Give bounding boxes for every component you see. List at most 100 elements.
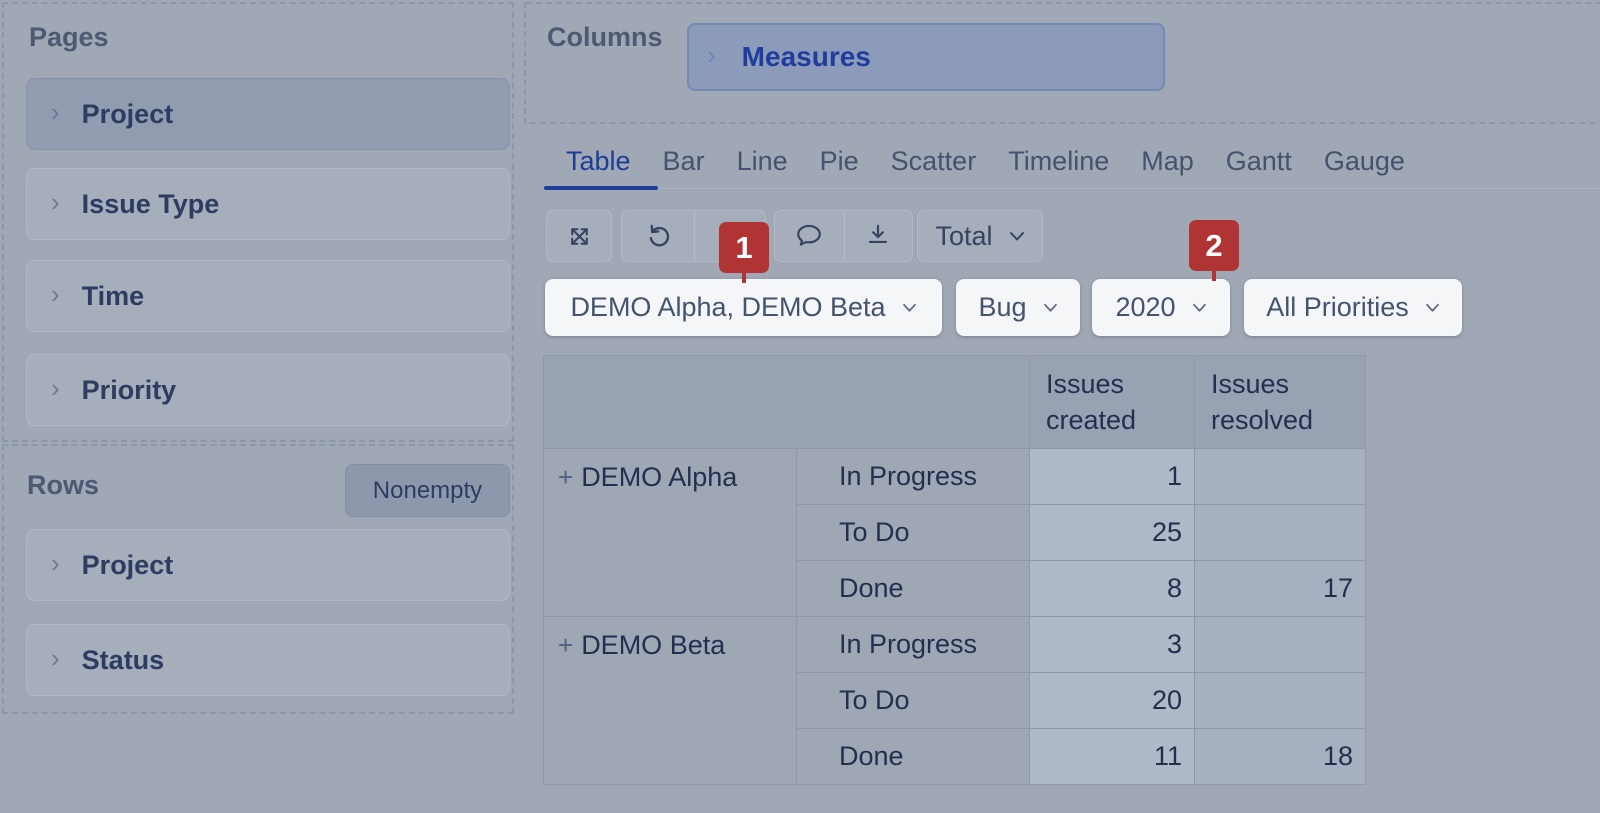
columns-dropzone: Columns (524, 2, 1600, 124)
pages-item-priority[interactable]: › Priority (26, 354, 510, 426)
table-cell-status[interactable]: Done (797, 729, 1030, 785)
expand-plus-icon[interactable]: + (558, 630, 574, 660)
rows-dropzone: Rows Nonempty › Project › Status (2, 444, 514, 714)
table-cell-resolved[interactable] (1195, 673, 1366, 729)
annotation-badge-1: 1 (719, 222, 769, 273)
columns-title: Columns (547, 22, 663, 52)
table-header-empty (544, 356, 1030, 449)
tab-line[interactable]: Line (736, 146, 788, 176)
chevron-right-icon: › (51, 643, 60, 673)
undo-icon (649, 224, 669, 247)
pivot-table: Issues created Issues resolved + DEMO Alp… (543, 355, 1366, 785)
nonempty-toggle[interactable]: Nonempty (345, 464, 510, 517)
table-cell-created[interactable]: 20 (1030, 673, 1195, 729)
annotation-number: 1 (735, 229, 753, 265)
table-cell-created[interactable]: 1 (1030, 449, 1195, 505)
chevron-right-icon: › (707, 40, 716, 70)
table-cell-created[interactable]: 11 (1030, 729, 1195, 785)
total-dropdown[interactable]: Total (917, 210, 1043, 262)
comment-button[interactable] (775, 211, 844, 261)
dimension-label: Time (81, 280, 145, 311)
project-name: DEMO Alpha (581, 462, 738, 492)
tab-scatter[interactable]: Scatter (890, 146, 977, 176)
undo-button[interactable] (622, 211, 694, 261)
chevron-down-icon (1043, 303, 1057, 312)
export-button[interactable] (843, 211, 913, 261)
rows-item-project[interactable]: › Project (26, 529, 510, 601)
rows-title: Rows (27, 470, 100, 500)
measures-label: Measures (741, 41, 871, 72)
table-cell-project[interactable]: + DEMO Alpha (544, 449, 797, 617)
issue-type-filter-value: Bug (978, 292, 1027, 322)
issue-type-filter-dropdown[interactable]: Bug (956, 279, 1080, 336)
table-cell-resolved[interactable] (1195, 449, 1366, 505)
pages-item-time[interactable]: › Time (26, 260, 510, 332)
table-header-issues-created[interactable]: Issues created (1030, 356, 1195, 449)
chevron-right-icon: › (51, 373, 60, 403)
chevron-right-icon: › (51, 97, 60, 127)
comment-export-group (774, 210, 913, 262)
chart-type-tabbar: Table Bar Line Pie Scatter Timeline Map … (566, 146, 1405, 177)
table-header-issues-resolved[interactable]: Issues resolved (1195, 356, 1366, 449)
dimension-label: Project (81, 549, 174, 580)
table-cell-created[interactable]: 25 (1030, 505, 1195, 561)
annotation-pointer (1212, 270, 1216, 281)
pages-dropzone: Pages › Project › Issue Type › Time › Pr… (2, 2, 514, 442)
dimension-label: Project (81, 98, 174, 129)
rows-item-status[interactable]: › Status (26, 624, 510, 696)
tab-gauge[interactable]: Gauge (1323, 146, 1405, 176)
total-label: Total (935, 220, 993, 251)
time-filter-dropdown[interactable]: 2020 (1092, 279, 1230, 336)
pages-item-issue-type[interactable]: › Issue Type (26, 168, 510, 240)
chevron-down-icon (1009, 231, 1024, 240)
expand-plus-icon[interactable]: + (558, 462, 574, 492)
table-cell-status[interactable]: In Progress (797, 449, 1030, 505)
chevron-right-icon: › (51, 187, 60, 217)
tab-map[interactable]: Map (1141, 146, 1194, 176)
measures-chip[interactable]: › Measures (687, 23, 1165, 91)
dimension-label: Issue Type (81, 188, 220, 219)
tab-table[interactable]: Table (566, 146, 631, 176)
table-cell-status[interactable]: In Progress (797, 617, 1030, 673)
table-cell-resolved[interactable] (1195, 505, 1366, 561)
table-cell-resolved[interactable] (1195, 617, 1366, 673)
table-cell-resolved[interactable]: 18 (1195, 729, 1366, 785)
chevron-right-icon: › (51, 279, 60, 309)
expand-fullscreen-button[interactable] (546, 210, 612, 262)
tab-bar[interactable]: Bar (662, 146, 705, 176)
speech-bubble-icon (797, 224, 822, 246)
table-cell-status[interactable]: To Do (797, 673, 1030, 729)
dimension-label: Priority (81, 374, 177, 405)
time-filter-value: 2020 (1115, 292, 1176, 322)
pages-item-project[interactable]: › Project (26, 78, 510, 150)
project-name: DEMO Beta (581, 630, 726, 660)
tab-pie[interactable]: Pie (819, 146, 859, 176)
chevron-right-icon: › (51, 548, 60, 578)
priority-filter-value: All Priorities (1266, 292, 1409, 322)
annotation-pointer (742, 272, 746, 283)
table-cell-created[interactable]: 8 (1030, 561, 1195, 617)
active-tab-underline (544, 186, 658, 190)
annotation-badge-2: 2 (1189, 220, 1239, 271)
project-filter-value: DEMO Alpha, DEMO Beta (570, 292, 886, 322)
chevron-down-icon (1425, 303, 1439, 312)
dimension-label: Status (81, 644, 165, 675)
tabbar-divider (542, 188, 1600, 189)
nonempty-label: Nonempty (372, 476, 483, 504)
project-filter-dropdown[interactable]: DEMO Alpha, DEMO Beta (545, 279, 942, 336)
table-cell-project[interactable]: + DEMO Beta (544, 617, 797, 785)
priority-filter-dropdown[interactable]: All Priorities (1244, 279, 1462, 336)
chevron-down-icon (1192, 303, 1206, 312)
pages-title: Pages (29, 22, 109, 52)
table-cell-status[interactable]: Done (797, 561, 1030, 617)
table-cell-created[interactable]: 3 (1030, 617, 1195, 673)
download-icon (869, 224, 888, 243)
annotation-number: 2 (1205, 227, 1223, 263)
chevron-down-icon (902, 303, 916, 312)
table-cell-status[interactable]: To Do (797, 505, 1030, 561)
tab-gantt[interactable]: Gantt (1225, 146, 1292, 176)
table-cell-resolved[interactable]: 17 (1195, 561, 1366, 617)
arrows-expand-icon (570, 227, 588, 245)
tab-timeline[interactable]: Timeline (1008, 146, 1110, 176)
